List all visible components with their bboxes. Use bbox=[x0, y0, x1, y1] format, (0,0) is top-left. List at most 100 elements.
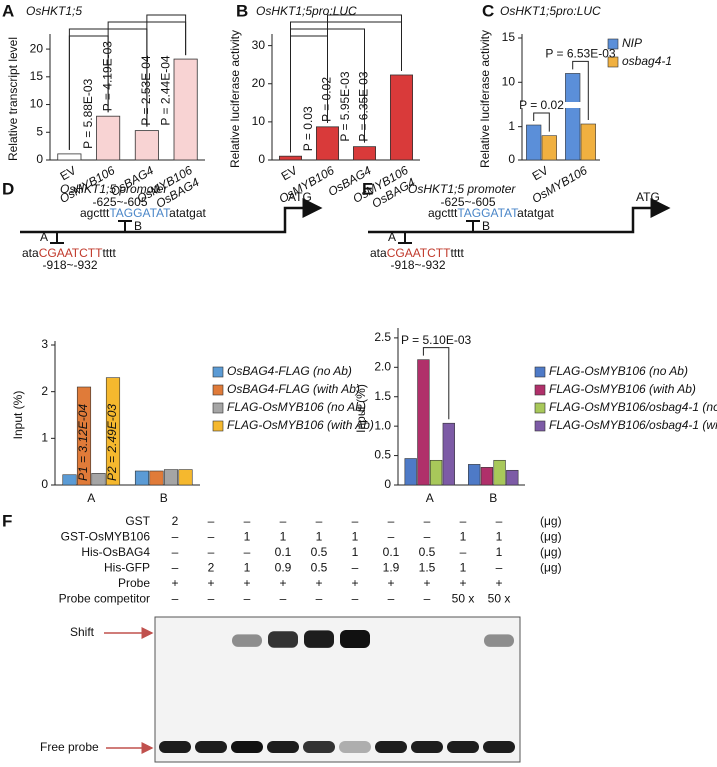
sequence-part: atatgat bbox=[517, 206, 554, 220]
y-tick-label: 1.0 bbox=[374, 418, 391, 432]
y-axis-label: Input (%) bbox=[354, 384, 368, 433]
cell: – bbox=[352, 514, 359, 528]
y-tick-label: 0.5 bbox=[374, 448, 391, 462]
cell: 0.5 bbox=[311, 561, 328, 575]
bar bbox=[480, 467, 494, 486]
cell: 1 bbox=[352, 545, 359, 559]
bar bbox=[278, 155, 302, 161]
cell: + bbox=[459, 576, 466, 590]
cell: + bbox=[351, 576, 358, 590]
cell: – bbox=[172, 592, 179, 606]
row-label: GST-OsMYB106 bbox=[61, 530, 151, 544]
cell: – bbox=[496, 561, 503, 575]
legend-label: osbag4-1 bbox=[622, 54, 672, 68]
y-tick-label: 2.0 bbox=[374, 359, 391, 373]
start-codon: ATG bbox=[636, 190, 660, 204]
bar bbox=[173, 58, 198, 161]
promoter-title: OsHKT1;5 promoter bbox=[60, 182, 168, 196]
promoter-line bbox=[368, 198, 671, 234]
bar bbox=[417, 359, 430, 486]
p-value: P = 0.02 bbox=[519, 98, 564, 112]
gel-band bbox=[231, 741, 263, 753]
y-tick-label: 15 bbox=[502, 30, 516, 44]
site-label: B bbox=[134, 219, 142, 233]
legend-swatch bbox=[212, 420, 224, 432]
cell: – bbox=[424, 514, 431, 528]
cell: – bbox=[280, 514, 287, 528]
cell: – bbox=[208, 514, 215, 528]
legend-swatch bbox=[607, 56, 619, 68]
legend-label: FLAG-OsMYB106 (no Ab) bbox=[227, 400, 366, 414]
cell: + bbox=[423, 576, 430, 590]
bracket bbox=[422, 347, 450, 420]
gel-band bbox=[159, 741, 191, 753]
bar bbox=[389, 74, 413, 161]
y-tick-label: 3 bbox=[41, 337, 48, 351]
bar bbox=[468, 464, 481, 486]
y-tick-label: 5 bbox=[36, 124, 43, 138]
y-tick-label: 0 bbox=[41, 477, 48, 491]
gel bbox=[154, 616, 521, 763]
y-tick-label: 10 bbox=[502, 74, 516, 88]
y-tick-label: 2 bbox=[41, 384, 48, 398]
x-tick-label: B bbox=[489, 491, 497, 505]
bar bbox=[580, 123, 596, 161]
gel-band bbox=[303, 741, 335, 753]
panel-label: C bbox=[482, 1, 494, 20]
p-value: P = 5.10E-03 bbox=[401, 333, 471, 347]
cell: 1 bbox=[280, 530, 287, 544]
legend-swatch bbox=[534, 366, 546, 378]
cell: + bbox=[207, 576, 214, 590]
gel-band bbox=[340, 630, 370, 648]
y-tick-label: 20 bbox=[252, 76, 266, 90]
bar bbox=[105, 377, 121, 486]
panel-label: A bbox=[2, 1, 14, 20]
gel-band bbox=[232, 634, 262, 647]
gel-band bbox=[339, 741, 371, 753]
chart-title: OsHKT1;5pro:LUC bbox=[500, 4, 601, 18]
panel-label: B bbox=[236, 1, 248, 20]
y-tick-label: 1.5 bbox=[374, 389, 391, 403]
unit: (μg) bbox=[540, 561, 562, 575]
gel-band bbox=[268, 631, 298, 648]
cell: – bbox=[280, 592, 287, 606]
cell: – bbox=[208, 592, 215, 606]
p-value: P = 4.19E-03 bbox=[100, 41, 114, 111]
sequence-part: agcttt bbox=[428, 206, 458, 220]
legend-swatch bbox=[534, 402, 546, 414]
bracket bbox=[572, 60, 589, 120]
legend-label: FLAG-OsMYB106 (with Ab) bbox=[549, 382, 696, 396]
row-label: His-OsBAG4 bbox=[81, 545, 150, 559]
cell: 2 bbox=[208, 561, 215, 575]
start-codon: ATG bbox=[288, 190, 312, 204]
site-sequence: agctttTAGGATATatatgat bbox=[80, 206, 207, 220]
shift-label: Shift bbox=[70, 625, 95, 639]
bar bbox=[96, 115, 121, 161]
site-sequence: agctttTAGGATATatatgat bbox=[428, 206, 555, 220]
cell: 1 bbox=[244, 561, 251, 575]
cell: – bbox=[208, 545, 215, 559]
free-probe-label: Free probe bbox=[40, 740, 99, 754]
cell: 1 bbox=[496, 545, 503, 559]
x-tick-label: EV bbox=[279, 163, 300, 183]
bar bbox=[57, 153, 82, 161]
gel-band bbox=[483, 741, 515, 753]
cell: – bbox=[388, 514, 395, 528]
sequence-part: TAGGATAT bbox=[457, 206, 519, 220]
y-tick-label: 1 bbox=[41, 431, 48, 445]
site-position: -625~-605 bbox=[440, 195, 495, 209]
cell: 2 bbox=[172, 514, 179, 528]
gel-band bbox=[267, 741, 299, 753]
cell: 1.5 bbox=[419, 561, 436, 575]
y-axis-label: Relative luciferase activity bbox=[228, 30, 242, 168]
cell: – bbox=[496, 514, 503, 528]
p-value: P = 0.02 bbox=[320, 77, 334, 122]
site-label: A bbox=[40, 230, 48, 244]
cell: – bbox=[172, 545, 179, 559]
sequence-part: CGAATCTT bbox=[39, 246, 103, 260]
sequence-part: ata bbox=[22, 246, 39, 260]
legend-swatch bbox=[212, 402, 224, 414]
bar-annotation: P1 = 3.12E-04 bbox=[76, 404, 90, 481]
y-tick-label: 10 bbox=[30, 97, 44, 111]
row-label: Probe competitor bbox=[59, 592, 150, 606]
